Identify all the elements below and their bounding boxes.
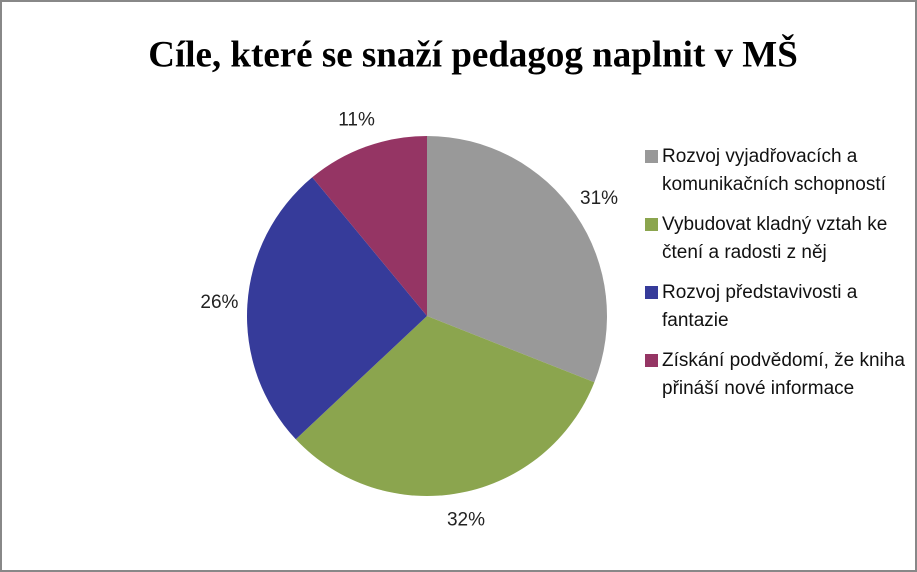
data-label: 32% [447,509,485,530]
legend-label: Rozvoj představivosti a fantazie [662,282,858,331]
legend-line: komunikačních schopností [662,174,887,195]
legend-line: přináší nové informace [662,378,854,399]
pie-slice [312,136,427,316]
legend-line: čtení a radosti z něj [662,242,827,263]
data-label: 11% [338,109,375,130]
legend-line: fantazie [662,310,729,331]
pie-slice [246,177,427,440]
legend-line: Získání podvědomí, že kniha [662,350,905,371]
legend-label: Rozvoj vyjadřovacích a komunikačních scho… [662,146,887,195]
legend-swatch [645,218,658,231]
legend-label: Vybudovat kladný vztah ke čtení a radosti… [662,214,887,263]
data-label: 26% [200,292,238,313]
legend-swatch [645,286,658,299]
pie-slice [427,136,607,383]
legend-label: Získání podvědomí, že kniha přináší nové … [662,350,905,399]
legend-swatch [645,150,658,163]
chart-title: Cíle, které se snaží pedagog naplnit v M… [148,32,798,75]
legend-swatch [645,354,658,367]
legend-line: Rozvoj představivosti a [662,282,858,303]
data-label: 31% [580,188,618,209]
legend-line: Vybudovat kladný vztah ke [662,214,887,235]
legend-line: Rozvoj vyjadřovacích a [662,146,858,167]
pie-slice [295,316,595,496]
